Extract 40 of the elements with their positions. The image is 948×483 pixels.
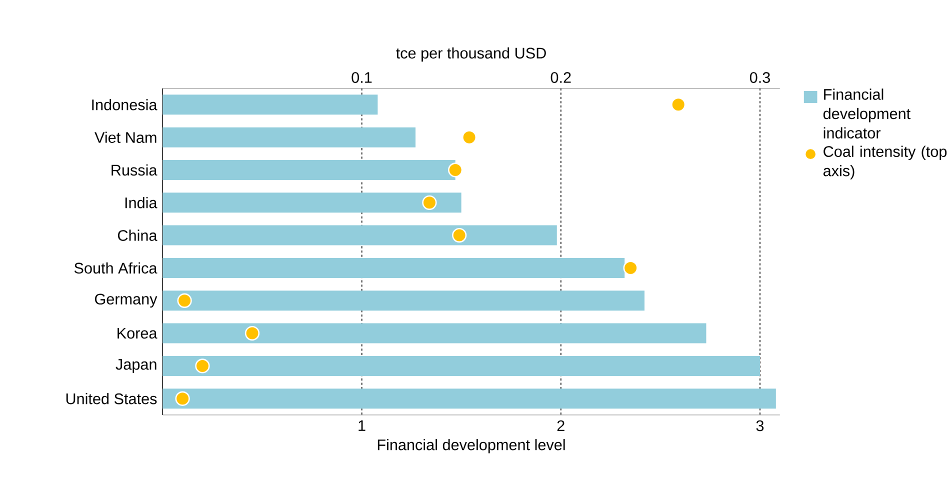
y-tick-label: Indonesia — [92, 99, 158, 110]
y-tick-label: United States — [66, 393, 157, 404]
x-tick-label: 2 — [557, 420, 564, 432]
x-axis-title: Financial development level — [378, 439, 565, 454]
x2-tick-label: 0.1 — [352, 72, 372, 83]
bar — [162, 258, 625, 278]
y-tick-label: South Africa — [74, 262, 158, 274]
legend-label: Coal intensity (top axis) — [823, 146, 947, 180]
point — [175, 391, 190, 406]
point — [422, 195, 437, 210]
y-tick-label: Japan — [116, 359, 156, 373]
y-tick-label: Korea — [118, 328, 158, 339]
x2-tick-label: 0.2 — [550, 72, 571, 83]
y-tick-label: India — [125, 197, 158, 208]
bar — [162, 127, 416, 148]
point — [462, 130, 477, 145]
legend-label: Financial development indicator — [823, 88, 910, 139]
bar — [162, 323, 706, 344]
bar — [162, 290, 644, 311]
point — [177, 293, 192, 308]
point — [452, 228, 467, 243]
point — [244, 326, 260, 341]
x-tick-label: 3 — [756, 420, 764, 432]
y-tick-label: Germany — [94, 294, 158, 308]
y-tick-label: Russia — [112, 164, 158, 176]
point — [671, 97, 686, 112]
bar — [162, 356, 760, 376]
x2-axis-title: tce per thousand USD — [396, 47, 546, 62]
x2-tick-label: 0.3 — [750, 72, 770, 83]
point — [623, 260, 638, 276]
bar — [162, 160, 456, 180]
x-tick-label: 1 — [358, 420, 366, 431]
bar — [162, 388, 776, 409]
y-tick-label: China — [118, 230, 158, 241]
point — [448, 162, 463, 178]
point — [195, 358, 210, 374]
bar — [162, 225, 557, 246]
bar — [162, 94, 378, 115]
bar — [162, 192, 462, 213]
y-tick-label: Viet Nam — [94, 132, 156, 143]
